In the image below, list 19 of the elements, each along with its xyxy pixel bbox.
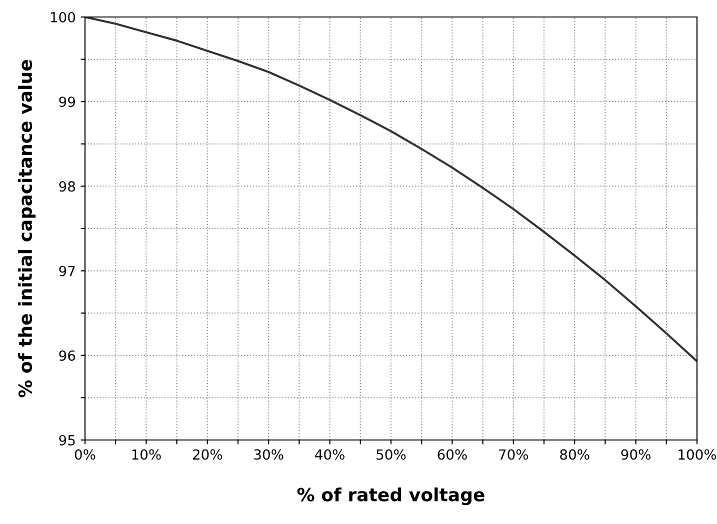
y-tick-label: 99 [59,96,75,108]
x-tick-label: 60% [438,449,467,460]
y-tick-label: 100 [50,12,76,22]
x-tick-label: 50% [376,449,406,460]
x-tick-label: 100% [678,449,716,460]
y-tick-label: 98 [59,181,76,192]
x-axis-title: % of rated voltage [297,487,484,506]
x-tick-label: 10% [132,449,161,460]
x-tick-label: 20% [192,449,222,460]
y-tick-label: 97 [59,266,75,276]
x-tick-label: 70% [499,449,528,460]
y-tick-label: 95 [59,434,75,446]
x-tick-label: 40% [315,449,344,460]
x-tick-label: 90% [621,449,650,460]
x-tick-label: 30% [254,449,284,460]
x-tick-label: 0% [74,449,96,460]
y-tick-label: 96 [59,350,76,361]
x-tick-label: 80% [560,449,590,460]
y-axis-title: % of the initial capacitance value [18,60,36,398]
